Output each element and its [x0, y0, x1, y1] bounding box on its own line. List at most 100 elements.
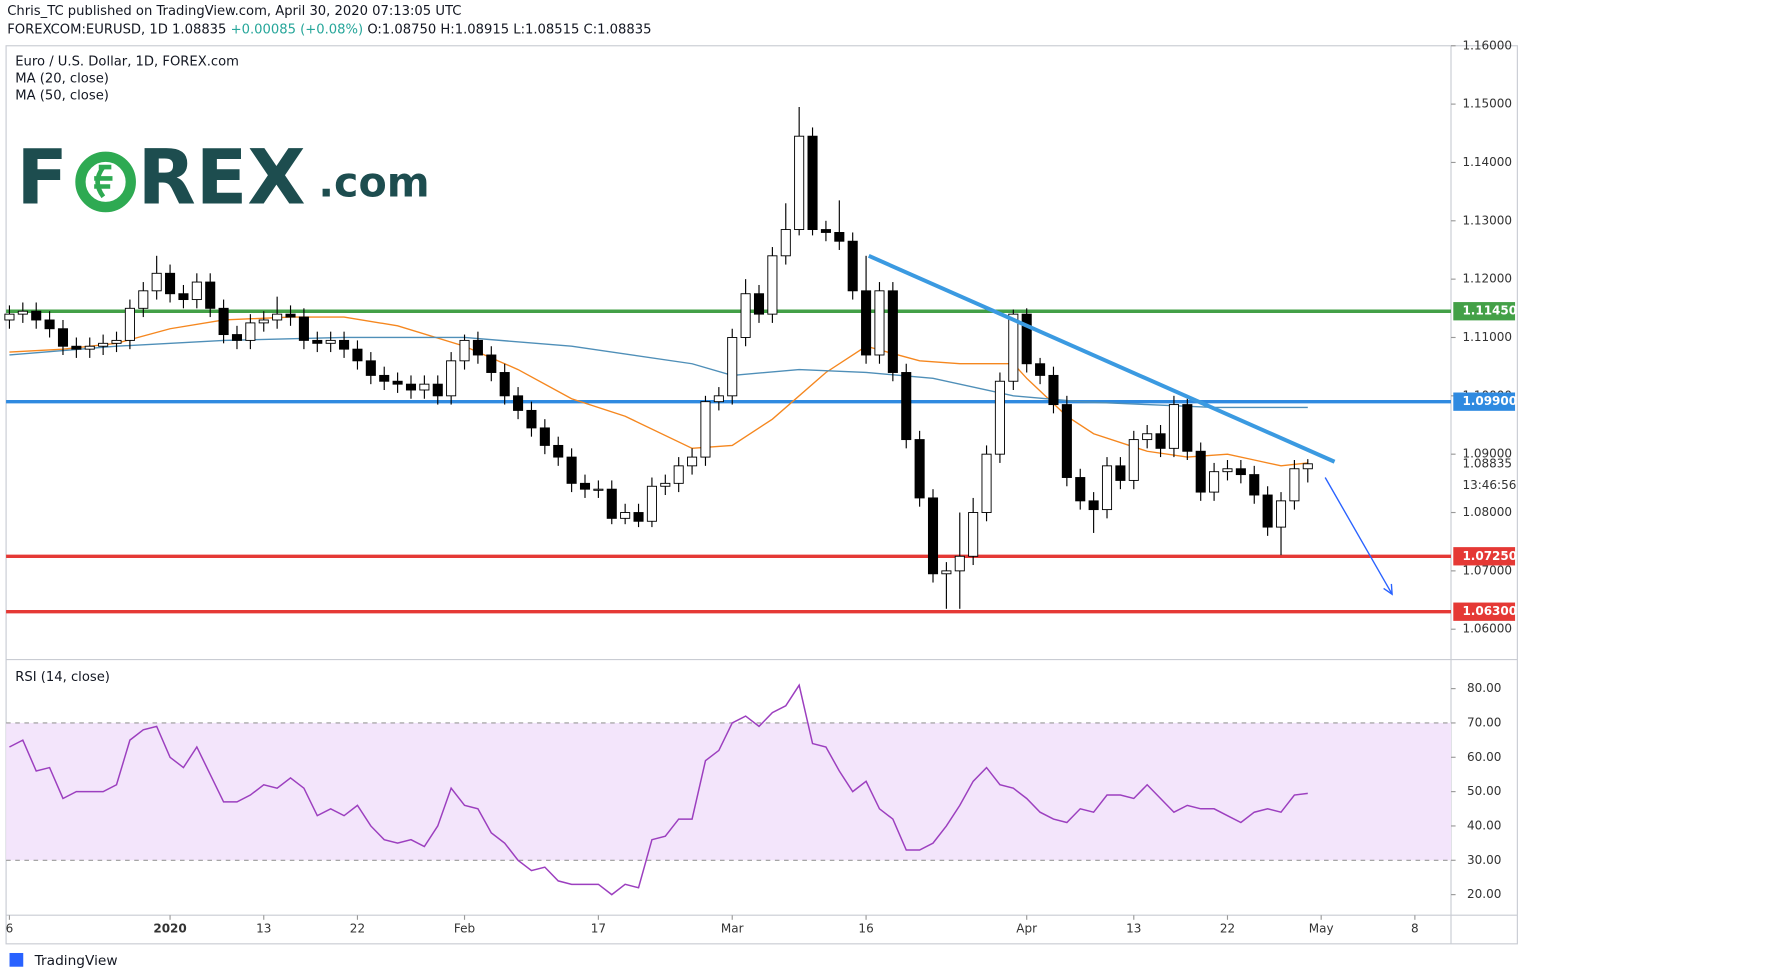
symbol: FOREXCOM:EURUSD, 1D	[7, 22, 168, 37]
x-tick-label: 2020	[153, 921, 186, 935]
candle	[245, 314, 256, 350]
candle-body	[794, 135, 805, 231]
candle-body	[1209, 471, 1220, 493]
candle	[111, 331, 122, 353]
candle-body	[459, 339, 470, 362]
tv-icon	[9, 952, 24, 967]
candle-body	[981, 453, 992, 513]
candle-body	[713, 395, 724, 403]
candle-body	[124, 307, 135, 341]
x-tick-label: 22	[350, 921, 365, 935]
candle	[379, 366, 390, 390]
y-tick-label: 1.12000	[1462, 272, 1512, 286]
x-tick-label: Mar	[721, 921, 744, 935]
rsi-y-tick-label: 70.00	[1467, 715, 1501, 729]
moving-average	[9, 316, 1308, 467]
legend-title: Euro / U.S. Dollar, 1D, FOREX.com	[15, 54, 239, 69]
candle	[633, 503, 644, 528]
level-tag	[1453, 547, 1516, 566]
level-tag	[1453, 602, 1516, 621]
candle-body	[44, 319, 55, 330]
x-tick-label: 13	[1126, 921, 1141, 935]
candle	[499, 363, 510, 405]
candle	[740, 279, 751, 347]
candle	[1155, 425, 1166, 458]
candle-body	[927, 497, 939, 575]
candle-body	[1021, 313, 1032, 365]
candle	[325, 331, 336, 353]
x-tick-label: 6	[6, 921, 14, 935]
change: +0.00085 (+0.08%)	[231, 22, 364, 37]
candle	[165, 264, 176, 303]
candle	[526, 401, 537, 437]
candle	[700, 395, 711, 466]
candle-body	[687, 456, 698, 467]
candle	[298, 308, 309, 350]
rsi-line	[9, 683, 1308, 896]
candle-body	[71, 345, 82, 350]
candle	[405, 375, 417, 399]
logo-suffix: .com	[318, 158, 429, 206]
moving-average	[9, 336, 1308, 409]
close: C:1.08835	[584, 22, 652, 37]
logo-euro	[94, 164, 113, 199]
candle	[767, 247, 778, 323]
candle	[1289, 460, 1300, 510]
logo: F REX .com	[16, 134, 429, 222]
candle	[432, 375, 443, 405]
candle-body	[98, 342, 109, 347]
countdown: 13:46:56	[1462, 478, 1516, 492]
candle	[606, 480, 617, 525]
candle	[218, 299, 229, 344]
candle	[459, 334, 470, 370]
y-tick-label: 1.09000	[1462, 447, 1512, 461]
x-tick-label: 16	[858, 921, 873, 935]
candle	[272, 296, 283, 329]
candle	[927, 489, 939, 583]
candle	[981, 445, 992, 522]
candle	[1262, 486, 1273, 536]
rsi-y-tick-label: 80.00	[1467, 681, 1501, 695]
candle	[713, 387, 724, 411]
y-tick-label: 1.16000	[1462, 38, 1512, 52]
candle	[352, 340, 363, 370]
candle-body	[874, 290, 885, 356]
candle-body	[1168, 404, 1179, 449]
candle	[31, 302, 42, 329]
candle	[1048, 366, 1059, 414]
candle-body	[646, 485, 657, 522]
candle-body	[780, 229, 791, 257]
candle	[1209, 462, 1220, 501]
candle	[780, 203, 791, 265]
candle-body	[178, 293, 189, 301]
candle-body	[1249, 474, 1260, 496]
candle	[1302, 459, 1313, 483]
candle-body	[472, 339, 483, 356]
candle-body	[901, 372, 912, 441]
low: L:1.08515	[513, 22, 579, 37]
candle	[1249, 465, 1260, 504]
level-label: 1.09900	[1462, 394, 1517, 408]
candle-body	[111, 339, 122, 344]
candle	[258, 311, 269, 332]
y-tick-label: 1.13000	[1462, 213, 1512, 227]
candle-body	[205, 281, 216, 309]
candle-body	[700, 401, 711, 458]
candle-body	[847, 240, 858, 292]
candle-body	[1195, 450, 1206, 493]
candle	[285, 305, 296, 326]
candle	[1115, 457, 1126, 490]
candle-body	[807, 135, 818, 231]
candle	[1101, 457, 1113, 519]
candle-body	[1035, 363, 1046, 376]
level-label: 1.07250	[1462, 549, 1517, 563]
candle-body	[941, 570, 952, 575]
footer: TradingView	[9, 952, 118, 969]
candle	[874, 282, 885, 364]
candle-body	[513, 395, 524, 411]
candle-body	[620, 512, 631, 519]
candle-body	[1115, 465, 1126, 481]
candle-body	[1155, 433, 1166, 449]
candle-body	[914, 439, 925, 499]
